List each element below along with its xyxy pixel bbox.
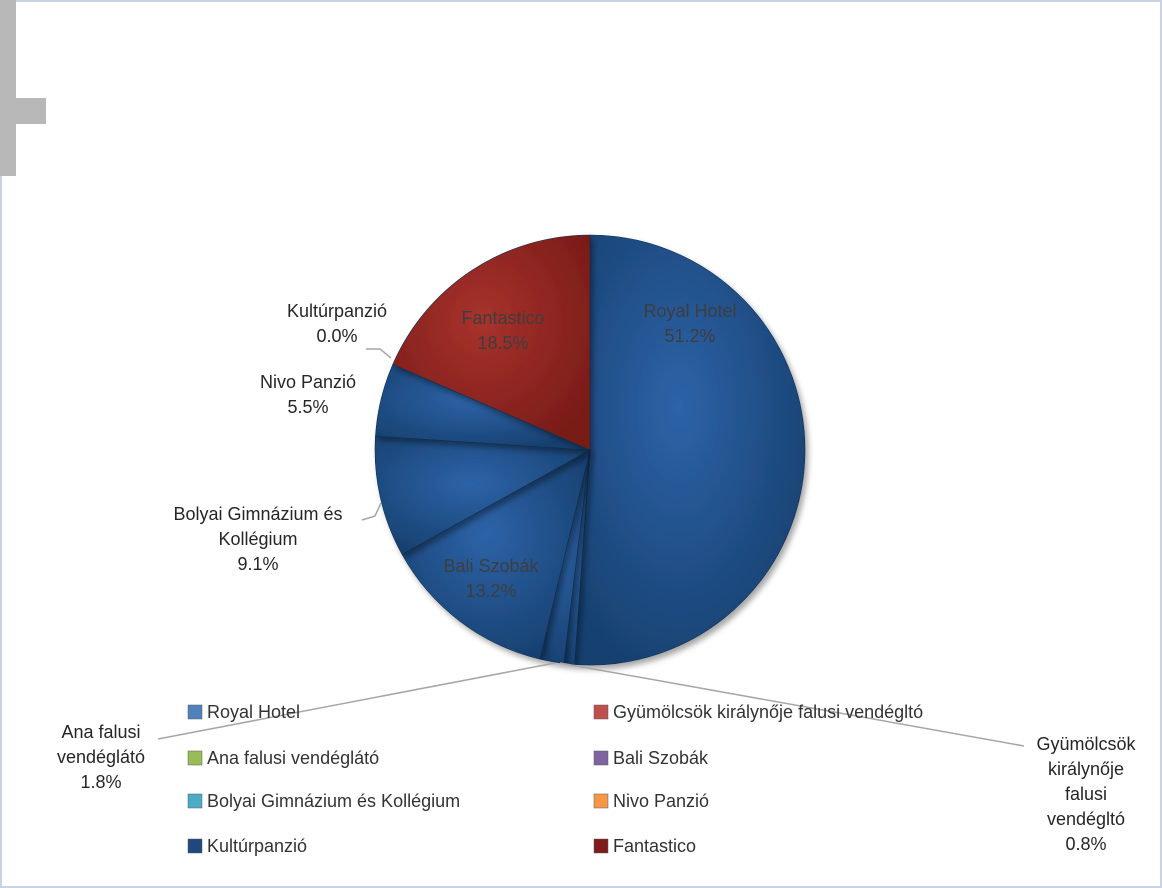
legend-label: Gyümölcsök királynője falusi vendégltó <box>613 702 923 722</box>
data-label-fantastico: Fantastico 18.5% <box>461 308 544 353</box>
leader-line-kulturpanzio <box>366 348 392 359</box>
data-label-kulturpanzio: Kultúrpanzió 0.0% <box>287 301 387 346</box>
legend-label: Ana falusi vendéglátó <box>207 748 379 768</box>
legend-label: Royal Hotel <box>207 702 300 722</box>
legend-swatch <box>187 793 203 809</box>
leader-line-ana-falusi-vendeglato <box>157 662 556 740</box>
legend-label: Bolyai Gimnázium és Kollégium <box>207 791 460 811</box>
legend-swatch <box>593 704 609 720</box>
legend-label: Nivo Panzió <box>613 791 709 811</box>
leader-lines <box>157 348 1025 747</box>
legend-item-fantastico: Fantastico <box>593 836 696 856</box>
data-labels: Royal Hotel 51.2% Gyümölcsök királynője falu… <box>57 301 1137 854</box>
pie-slice-fantastico <box>392 234 591 451</box>
corner-decoration-vertical <box>0 0 16 176</box>
legend-item-gyumolcsok-kiralynoje-falusi-vendeglto: Gyümölcsök királynője falusi vendégltó <box>593 702 923 722</box>
data-label-bali-szobak: Bali Szobák 13.2% <box>443 556 539 601</box>
pie-slice-royal-hotel <box>574 234 806 666</box>
legend-label: Kultúrpanzió <box>207 836 307 856</box>
legend-item-bolyai-gimnazium-es-kollegium: Bolyai Gimnázium és Kollégium <box>187 791 460 811</box>
legend-item-ana-falusi-vendeglato: Ana falusi vendéglátó <box>187 748 379 768</box>
legend-swatch <box>593 793 609 809</box>
leader-line-gyumolcsok-kiralynoje-falusi-vendeglto <box>559 662 1025 747</box>
legend-swatch <box>187 750 203 766</box>
legend-label: Bali Szobák <box>613 748 709 768</box>
legend-swatch <box>593 838 609 854</box>
pie-slice-bolyai-gimnazium-es-kollegium <box>374 435 592 555</box>
data-label-ana-falusi-vendeglato: Ana falusi vendéglátó 1.8% <box>57 722 145 792</box>
pie-slice-bali-szobak <box>401 449 591 660</box>
legend-item-nivo-panzio: Nivo Panzió <box>593 791 709 811</box>
data-label-bolyai-gimnazium-es-kollegium: Bolyai Gimnázium és Kollégium 9.1% <box>173 504 342 574</box>
legend-item-royal-hotel: Royal Hotel <box>187 702 300 722</box>
legend-item-bali-szobak: Bali Szobák <box>593 748 709 768</box>
legend: Royal Hotel Gyümölcsök királynője falusi … <box>187 702 923 856</box>
legend-item-kulturpanzio: Kultúrpanzió <box>187 836 307 856</box>
data-label-gyumolcsok-kiralynoje-falusi-vendeglto: Gyümölcsök királynője falusi vendégltó 0.8% <box>1036 734 1136 854</box>
leader-line-bolyai-gimnazium-es-kollegium <box>361 502 382 521</box>
data-label-nivo-panzio: Nivo Panzió 5.5% <box>260 372 356 417</box>
corner-decoration-horizontal <box>0 98 46 124</box>
legend-swatch <box>593 750 609 766</box>
pie-slices <box>374 234 806 666</box>
data-label-royal-hotel: Royal Hotel 51.2% <box>643 301 736 346</box>
legend-swatch <box>187 838 203 854</box>
legend-swatch <box>187 704 203 720</box>
legend-label: Fantastico <box>613 836 696 856</box>
